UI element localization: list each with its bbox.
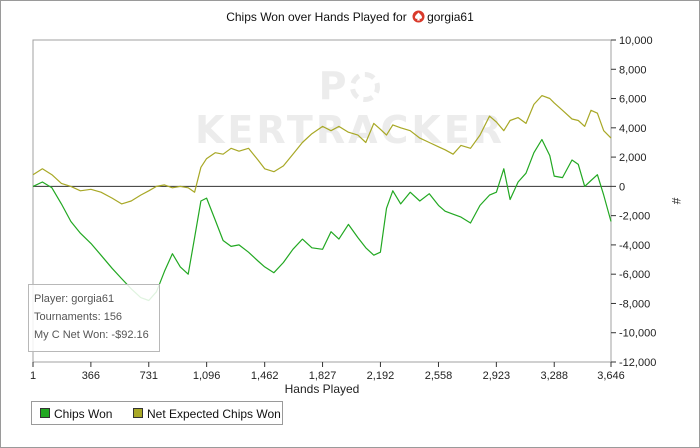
y-tick-label: 6,000 (619, 94, 647, 106)
x-tick-label: 1 (30, 370, 36, 382)
y-axis-title: # (669, 198, 683, 205)
series-line-net-expected (32, 95, 612, 205)
x-tick-label: 1,462 (251, 370, 279, 382)
x-tick-label: 3,646 (597, 370, 625, 382)
legend-swatch-chips-won (40, 408, 50, 418)
legend-label-net-expected: Net Expected Chips Won (147, 407, 281, 421)
y-tick-label: 0 (619, 181, 625, 193)
legend-swatch-net-expected (133, 408, 143, 418)
x-tick-label: 3,288 (540, 370, 568, 382)
info-tournaments: Tournaments: 156 (34, 311, 123, 323)
player-info-box: Player: gorgia61 Tournaments: 156 My C N… (28, 284, 160, 352)
chart-title-player: gorgia61 (427, 10, 474, 24)
y-tick-label: -8,000 (619, 298, 650, 310)
x-tick-label: 366 (82, 370, 100, 382)
x-tick-label: 1,096 (193, 370, 221, 382)
x-tick-label: 1,827 (309, 370, 337, 382)
chart-title: Chips Won over Hands Played for gorgia61 (0, 10, 700, 26)
y-tick-label: 8,000 (619, 64, 647, 76)
poker-spade-icon (412, 10, 425, 26)
y-tick-label: -10,000 (619, 328, 656, 340)
y-tick-label: -4,000 (619, 240, 650, 252)
y-tick-label: -6,000 (619, 269, 650, 281)
legend-item-chips-won[interactable]: Chips Won (40, 407, 112, 421)
legend-item-net-expected[interactable]: Net Expected Chips Won (133, 407, 281, 421)
info-player: Player: gorgia61 (34, 293, 115, 305)
x-tick-label: 731 (140, 370, 158, 382)
legend-label-chips-won: Chips Won (54, 407, 113, 421)
chart-title-text: Chips Won over Hands Played for (226, 10, 407, 24)
y-tick-label: 10,000 (619, 35, 653, 47)
x-axis-title: Hands Played (285, 382, 360, 396)
y-tick-label: 2,000 (619, 152, 647, 164)
x-tick-label: 2,558 (425, 370, 453, 382)
x-tick-label: 2,923 (483, 370, 511, 382)
y-tick-label: -12,000 (619, 357, 656, 369)
series-line-chips-won (32, 138, 612, 302)
chart-legend: Chips Won Net Expected Chips Won (31, 401, 283, 425)
y-tick-label: -2,000 (619, 211, 650, 223)
info-net-won: My C Net Won: -$92.16 (34, 329, 149, 341)
y-tick-label: 4,000 (619, 123, 647, 135)
x-tick-label: 2,192 (367, 370, 395, 382)
plot-area (32, 39, 612, 363)
